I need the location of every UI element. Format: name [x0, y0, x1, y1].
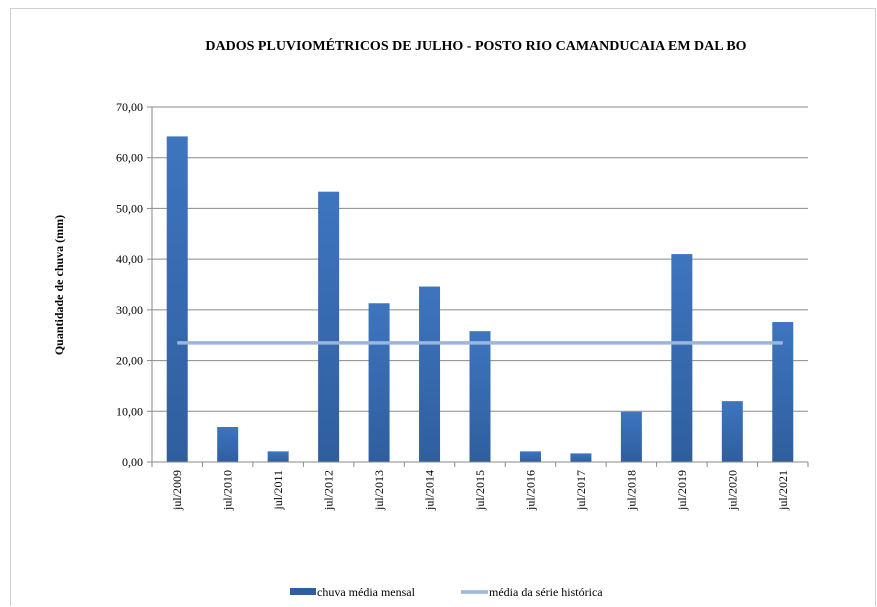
- axes: 0,00 10,00 20,00 30,00 40,00 50,00 60,00 70,00 j…: [116, 100, 809, 511]
- y-tick-label: 50,00: [116, 201, 143, 215]
- bar: [519, 451, 541, 462]
- bar: [368, 303, 390, 462]
- bar: [570, 453, 592, 462]
- legend-label-line: média da série histórica: [489, 585, 603, 599]
- chart-title: DADOS PLUVIOMÉTRICOS DE JULHO - POSTO RI…: [205, 37, 746, 54]
- y-tick-label: 40,00: [116, 252, 143, 266]
- y-tick-label: 10,00: [116, 404, 143, 418]
- x-tick-label: jul/2014: [423, 470, 437, 511]
- y-tick-label: 0,00: [122, 455, 143, 469]
- bar: [166, 136, 188, 462]
- x-tick-label: jul/2017: [574, 470, 588, 511]
- bar-series: [166, 136, 794, 462]
- chart-frame: [10, 8, 876, 606]
- x-tick-label: jul/2019: [675, 470, 689, 511]
- legend-swatch-bar: [290, 588, 316, 595]
- y-tick-label: 70,00: [116, 100, 143, 114]
- y-axis-label: Quantidade de chuva (mm): [52, 215, 66, 355]
- legend-label-bar: chuva média mensal: [317, 585, 416, 599]
- bar: [721, 401, 743, 462]
- bar: [419, 286, 441, 462]
- bar: [620, 411, 642, 462]
- bar: [318, 191, 340, 462]
- x-tick-label: jul/2013: [372, 470, 386, 511]
- x-tick-label: jul/2015: [473, 470, 487, 511]
- y-tick-label: 20,00: [116, 354, 143, 368]
- legend: chuva média mensal média da série históri…: [290, 585, 603, 599]
- x-tick-label: jul/2021: [776, 470, 790, 511]
- y-tick-label: 60,00: [116, 151, 143, 165]
- y-tick-label: 30,00: [116, 303, 143, 317]
- x-tick-label: jul/2018: [624, 470, 638, 511]
- x-tick-label: jul/2016: [523, 470, 537, 511]
- x-tick-label: jul/2012: [322, 470, 336, 511]
- x-tick-label: jul/2020: [725, 470, 739, 511]
- bar: [267, 451, 289, 462]
- x-tick-label: jul/2011: [271, 470, 285, 511]
- x-tick-label: jul/2010: [221, 470, 235, 511]
- bar: [671, 254, 693, 462]
- bar: [217, 427, 239, 462]
- x-tick-label: jul/2009: [170, 470, 184, 511]
- bar: [772, 322, 794, 462]
- bar: [469, 331, 491, 462]
